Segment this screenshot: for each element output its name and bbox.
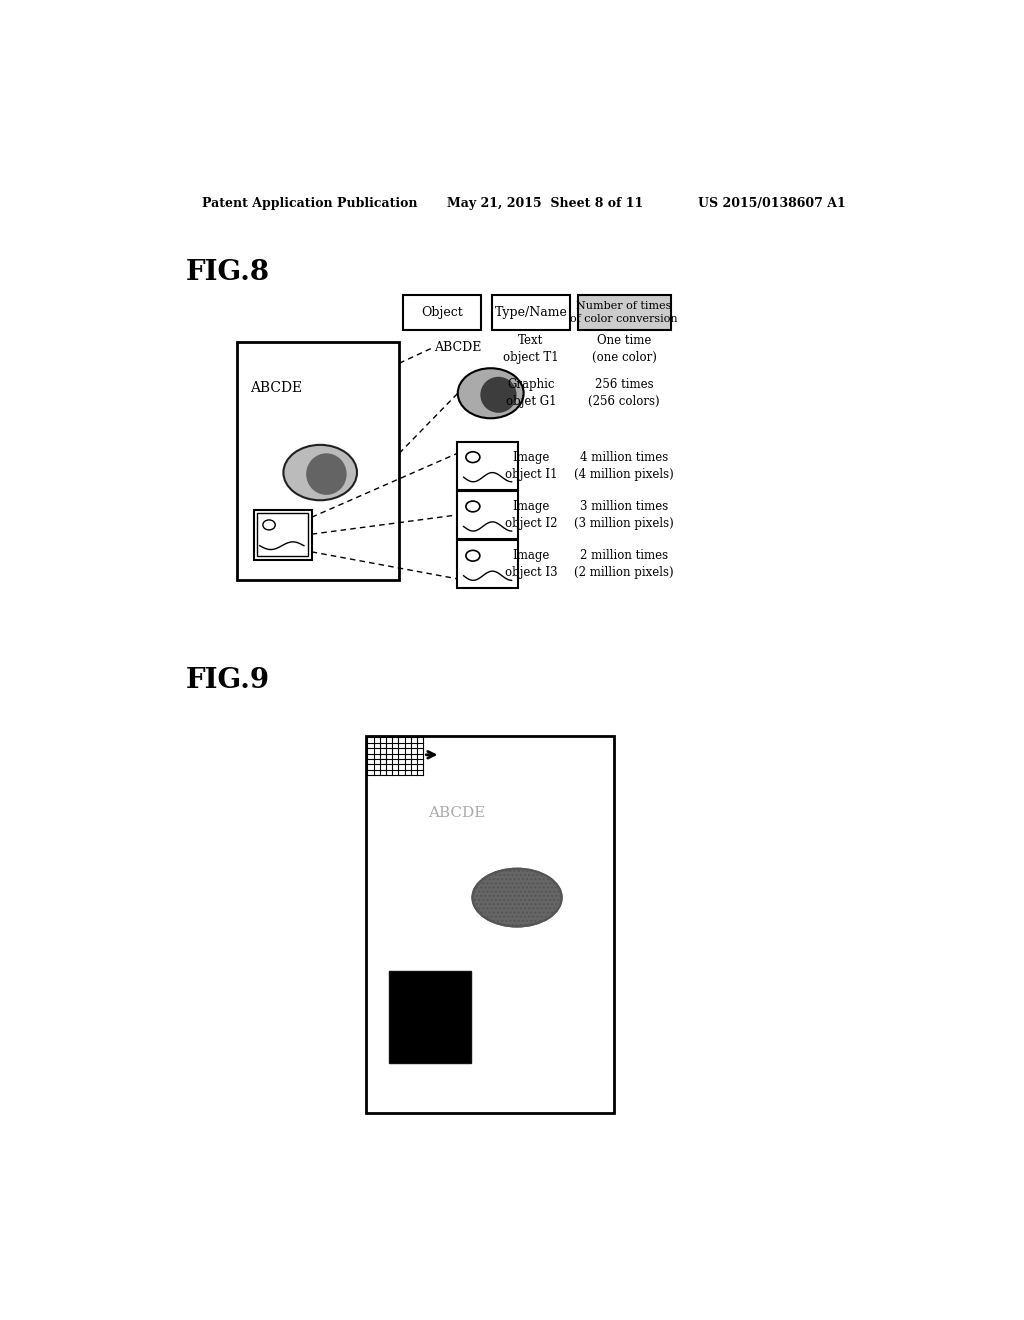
Text: 4 million times
(4 million pixels): 4 million times (4 million pixels) (574, 450, 674, 480)
Text: May 21, 2015  Sheet 8 of 11: May 21, 2015 Sheet 8 of 11 (447, 197, 643, 210)
Text: 256 times
(256 colors): 256 times (256 colors) (588, 379, 659, 408)
Text: Object: Object (421, 306, 463, 319)
Ellipse shape (480, 376, 516, 413)
Text: Image
object I3: Image object I3 (505, 549, 557, 579)
Text: Number of times: Number of times (577, 301, 672, 312)
Text: Graphic
objet G1: Graphic objet G1 (506, 379, 556, 408)
Text: US 2015/0138607 A1: US 2015/0138607 A1 (697, 197, 846, 210)
Text: FIG.8: FIG.8 (186, 259, 270, 285)
Ellipse shape (466, 502, 480, 512)
Text: ABCDE: ABCDE (251, 381, 302, 395)
Bar (237, 342, 399, 581)
Text: ABCDE: ABCDE (434, 341, 481, 354)
Ellipse shape (472, 869, 561, 927)
Bar (578, 296, 671, 330)
Bar (458, 491, 518, 539)
Text: of color conversion: of color conversion (570, 314, 678, 323)
Bar (458, 442, 518, 490)
Ellipse shape (263, 520, 275, 529)
Bar (389, 970, 471, 1063)
Bar (366, 737, 614, 1113)
Text: Type/Name: Type/Name (495, 306, 567, 319)
Bar (254, 510, 311, 560)
Bar (257, 513, 308, 556)
Text: Text
object T1: Text object T1 (503, 334, 559, 364)
Text: Image
object I1: Image object I1 (505, 450, 557, 480)
Text: ABCDE: ABCDE (428, 807, 485, 820)
Bar (403, 296, 480, 330)
Text: Patent Application Publication: Patent Application Publication (202, 197, 417, 210)
Text: 2 million times
(2 million pixels): 2 million times (2 million pixels) (574, 549, 674, 579)
Ellipse shape (306, 453, 347, 495)
Text: 3 million times
(3 million pixels): 3 million times (3 million pixels) (574, 500, 674, 529)
Text: Image
object I2: Image object I2 (505, 500, 557, 529)
Text: One time
(one color): One time (one color) (592, 334, 656, 364)
Ellipse shape (466, 550, 480, 561)
Ellipse shape (458, 368, 523, 418)
Text: FIG.9: FIG.9 (186, 667, 270, 693)
Bar (493, 296, 569, 330)
Ellipse shape (284, 445, 357, 500)
Ellipse shape (466, 451, 480, 462)
Bar (458, 540, 518, 589)
